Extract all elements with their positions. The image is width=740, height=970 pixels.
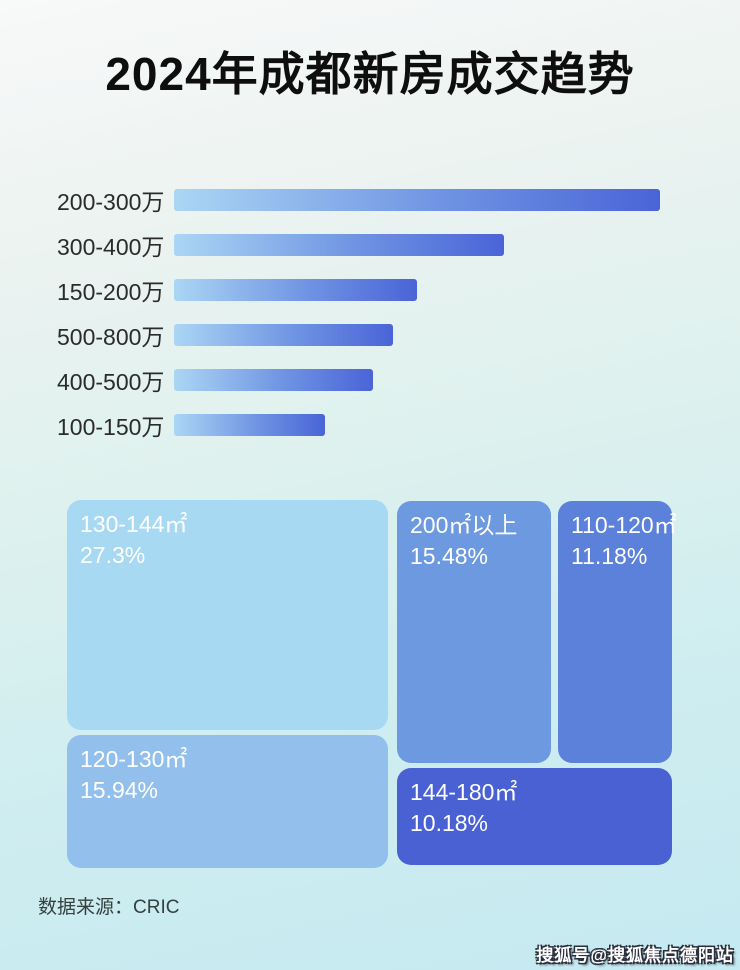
bar-row: 100-150万 xyxy=(0,402,740,447)
treemap-cell-value: 27.3% xyxy=(80,542,146,568)
treemap-cell-label: 200㎡以上 xyxy=(410,512,518,538)
treemap-cell-value: 15.94% xyxy=(80,777,159,803)
page-title: 2024年成都新房成交趋势 xyxy=(105,48,635,100)
bar-row: 500-800万 xyxy=(0,312,740,357)
treemap-cell: 200㎡以上 15.48% xyxy=(397,501,551,763)
bar xyxy=(174,368,373,391)
bar xyxy=(174,278,417,301)
treemap-cell: 120-130㎡ 15.94% xyxy=(67,735,388,868)
treemap-cell: 144-180㎡ 10.18% xyxy=(397,768,672,865)
treemap-cell-label: 130-144㎡ xyxy=(80,511,188,537)
treemap-cell-label: 110-120㎡ xyxy=(571,512,677,538)
price-range-bar-chart: 200-300万 300-400万 150-200万 500-800万 400-500万… xyxy=(0,177,740,447)
bar-category-label: 300-400万 xyxy=(57,233,165,260)
data-source-label: 数据来源：CRIC xyxy=(38,897,180,918)
bar-category-label: 400-500万 xyxy=(57,368,165,395)
treemap-cell: 130-144㎡ 27.3% xyxy=(67,500,388,730)
treemap-cell-value: 10.18% xyxy=(410,810,489,836)
treemap-cell-label: 120-130㎡ xyxy=(80,746,188,772)
bar-category-label: 500-800万 xyxy=(57,323,165,350)
bar-category-label: 150-200万 xyxy=(57,278,165,305)
bar-row: 300-400万 xyxy=(0,222,740,267)
bar-row: 400-500万 xyxy=(0,357,740,402)
bar-row: 150-200万 xyxy=(0,267,740,312)
bar-category-label: 200-300万 xyxy=(57,188,165,215)
treemap-cell-value: 11.18% xyxy=(571,543,648,569)
bar-category-label: 100-150万 xyxy=(57,413,165,440)
watermark: 搜狐号@搜狐焦点德阳站 xyxy=(536,946,734,965)
bar xyxy=(174,413,325,436)
bar xyxy=(174,233,504,256)
bar-row: 200-300万 xyxy=(0,177,740,222)
bar xyxy=(174,323,393,346)
bar xyxy=(174,188,660,211)
treemap-cell: 110-120㎡ 11.18% xyxy=(558,501,677,763)
treemap-cell-value: 15.48% xyxy=(410,543,489,569)
treemap-cell-label: 144-180㎡ xyxy=(410,779,518,805)
